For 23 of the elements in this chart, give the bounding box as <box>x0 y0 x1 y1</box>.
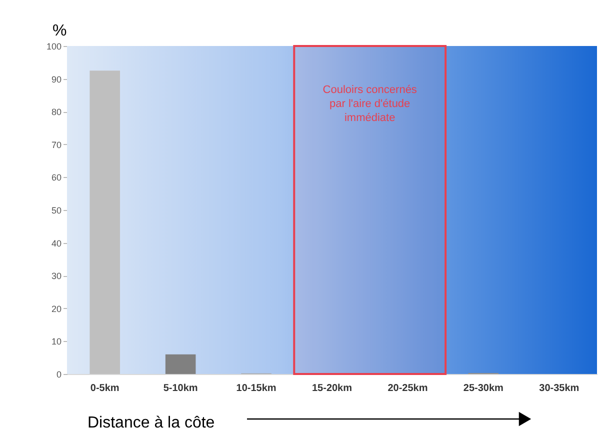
x-tick-label: 25-30km <box>463 383 504 394</box>
bar <box>90 70 120 374</box>
x-tick-label: 20-25km <box>388 383 428 394</box>
y-tick-label: 50 <box>51 206 62 216</box>
x-tick-label: 10-15km <box>236 383 276 394</box>
x-tick-label: 0-5km <box>90 383 120 394</box>
y-tick-label: 100 <box>46 42 62 52</box>
y-axis-title: % <box>52 22 67 40</box>
y-tick-label: 0 <box>56 370 62 380</box>
y-tick-label: 70 <box>51 140 62 150</box>
y-tick-label: 60 <box>51 172 62 183</box>
bar <box>165 354 196 374</box>
x-axis-title: Distance à la côte <box>88 414 215 432</box>
y-tick-label: 80 <box>51 107 62 118</box>
x-tick-label: 5-10km <box>163 383 198 394</box>
y-tick-label: 40 <box>51 238 62 248</box>
band-label: Couloirs concernés par l'aire d'étude immédiate <box>322 84 418 124</box>
x-tick-label: 30-35km <box>539 383 580 394</box>
y-tick-label: 10 <box>51 336 62 347</box>
y-tick-label: 30 <box>51 271 62 282</box>
x-tick-label: 15-20km <box>312 383 352 394</box>
y-tick-label: 20 <box>51 304 62 314</box>
y-tick-label: 90 <box>51 74 62 84</box>
